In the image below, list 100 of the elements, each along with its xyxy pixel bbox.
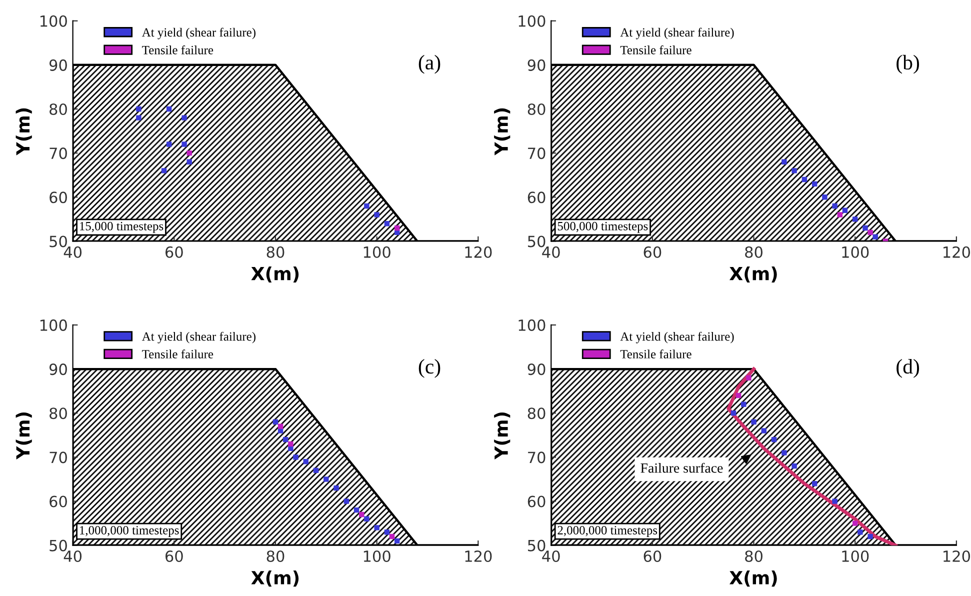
annotation: (c) (418, 358, 440, 378)
point (822, 194, 828, 200)
y-tick-label: 50 (50, 540, 67, 552)
point (852, 520, 858, 526)
x-tick-label: 60 (166, 550, 183, 562)
y-tick-label: 80 (50, 408, 67, 420)
point (283, 436, 288, 442)
y-axis-title: Y(m) (494, 412, 510, 460)
point (751, 419, 756, 425)
point (384, 530, 390, 535)
point (324, 476, 329, 482)
x-tick-label: 100 (364, 246, 390, 258)
point (792, 168, 797, 174)
y-tick-label: 60 (50, 192, 67, 204)
y-tick-label: 50 (528, 236, 546, 248)
x-tick-label: 120 (465, 246, 492, 258)
legend-label: At yield (shear failure) (142, 332, 256, 344)
legend-label: Tensile failure (142, 45, 214, 54)
point (868, 230, 873, 236)
point (293, 454, 298, 460)
x-axis-title: X(m) (251, 570, 299, 587)
y-axis-title: Y(m) (494, 108, 510, 156)
x-tick-label: 120 (944, 550, 970, 562)
y-tick-label: 70 (50, 452, 67, 464)
point (272, 419, 278, 425)
annotation: 2,000,000 timesteps (558, 526, 658, 537)
x-tick-label: 80 (745, 550, 762, 562)
y-tick-label: 80 (50, 103, 67, 116)
y-tick-label: 90 (49, 364, 67, 376)
x-tick-label: 80 (266, 550, 284, 562)
point (186, 150, 192, 156)
point (374, 212, 380, 218)
point (359, 512, 364, 518)
annotation: (d) (896, 358, 920, 378)
point (858, 530, 863, 535)
x-tick-label: 80 (745, 246, 762, 258)
point (344, 498, 350, 504)
point (868, 534, 873, 540)
x-tick-label: 120 (465, 550, 492, 562)
x-tick-label: 40 (64, 550, 82, 562)
y-tick-label: 70 (528, 148, 546, 160)
point (186, 159, 192, 164)
legend-label: At yield (shear failure) (620, 28, 734, 40)
annotation: (b) (896, 54, 920, 74)
annotation: (a) (418, 54, 440, 74)
point (313, 468, 319, 474)
point (166, 142, 172, 147)
x-axis-title: X(m) (729, 266, 777, 283)
annotation: 1,000,000 timesteps (80, 526, 179, 537)
y-tick-label: 100 (40, 319, 67, 331)
x-tick-label: 100 (364, 550, 390, 562)
point (782, 450, 787, 456)
point (389, 534, 395, 540)
y-tick-label: 80 (528, 408, 546, 420)
point (136, 115, 142, 120)
y-tick-label: 60 (528, 496, 546, 508)
point (364, 516, 370, 522)
y-tick-label: 50 (50, 236, 67, 248)
point (832, 203, 838, 209)
x-tick-label: 80 (266, 246, 284, 258)
x-tick-label: 40 (542, 550, 560, 562)
point (862, 225, 868, 231)
legend-label: At yield (shear failure) (620, 332, 734, 344)
x-tick-label: 60 (644, 246, 662, 258)
point (736, 392, 742, 398)
point (730, 410, 736, 416)
y-tick-label: 60 (528, 192, 546, 204)
legend-label: Tensile failure (620, 45, 692, 54)
point (741, 402, 746, 407)
x-axis-title: X(m) (729, 570, 777, 587)
legend-label: Tensile failure (620, 350, 692, 358)
x-tick-label: 100 (842, 550, 869, 562)
y-tick-label: 100 (40, 15, 67, 27)
point (303, 459, 308, 464)
point (334, 485, 339, 491)
y-tick-label: 90 (528, 364, 546, 376)
point (354, 507, 360, 513)
annotation: 500,000 timesteps (558, 222, 648, 233)
point (746, 375, 752, 380)
legend-label: Tensile failure (142, 350, 214, 358)
point (182, 142, 187, 147)
point (288, 441, 294, 447)
point (802, 176, 808, 182)
point (782, 159, 787, 164)
x-tick-label: 40 (542, 246, 560, 258)
point (872, 234, 878, 240)
point (837, 212, 843, 218)
point (394, 538, 400, 544)
point (852, 216, 858, 222)
point (288, 446, 294, 451)
annotation: Failure surface (640, 462, 723, 473)
point (166, 106, 172, 112)
point (842, 208, 848, 213)
point (136, 106, 142, 112)
point (161, 168, 167, 174)
x-tick-label: 120 (944, 246, 970, 258)
x-axis-title: X(m) (251, 266, 299, 283)
y-axis-title: Y(m) (16, 412, 32, 460)
point (182, 115, 187, 120)
y-tick-label: 70 (50, 148, 67, 160)
